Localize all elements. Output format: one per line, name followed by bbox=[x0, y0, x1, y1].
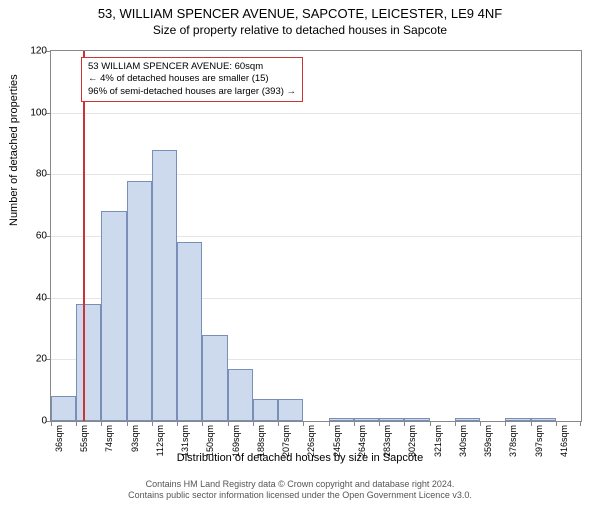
xtick-mark bbox=[51, 421, 52, 426]
histogram-bar bbox=[329, 418, 354, 421]
x-axis-label: Distribution of detached houses by size … bbox=[0, 452, 600, 464]
gridline bbox=[51, 174, 581, 175]
xtick-mark bbox=[253, 421, 254, 426]
xtick-label: 93sqm bbox=[130, 425, 140, 452]
histogram-bar bbox=[202, 335, 227, 421]
xtick-mark bbox=[101, 421, 102, 426]
xtick-mark bbox=[354, 421, 355, 426]
ytick-label: 0 bbox=[41, 416, 47, 427]
xtick-mark bbox=[228, 421, 229, 426]
ytick-label: 20 bbox=[36, 354, 47, 365]
ytick-label: 40 bbox=[36, 292, 47, 303]
histogram-bar bbox=[253, 399, 278, 421]
annotation-line: 53 WILLIAM SPENCER AVENUE: 60sqm bbox=[88, 61, 296, 73]
histogram-bar bbox=[278, 399, 303, 421]
xtick-mark bbox=[329, 421, 330, 426]
chart-container: 53, WILLIAM SPENCER AVENUE, SAPCOTE, LEI… bbox=[0, 6, 600, 506]
gridline bbox=[51, 113, 581, 114]
annotation-line: 96% of semi-detached houses are larger (… bbox=[88, 86, 296, 98]
histogram-bar bbox=[505, 418, 530, 421]
xtick-mark bbox=[278, 421, 279, 426]
xtick-mark bbox=[303, 421, 304, 426]
footer-line-2: Contains public sector information licen… bbox=[0, 490, 600, 502]
chart-title-sub: Size of property relative to detached ho… bbox=[0, 23, 600, 37]
xtick-mark bbox=[404, 421, 405, 426]
histogram-bar bbox=[51, 396, 76, 421]
histogram-bar bbox=[152, 150, 177, 421]
xtick-mark bbox=[455, 421, 456, 426]
annotation-box: 53 WILLIAM SPENCER AVENUE: 60sqm← 4% of … bbox=[81, 57, 303, 102]
histogram-bar bbox=[228, 369, 253, 421]
annotation-line: ← 4% of detached houses are smaller (15) bbox=[88, 73, 296, 85]
ytick-label: 60 bbox=[36, 231, 47, 242]
histogram-bar bbox=[379, 418, 404, 421]
ytick-label: 120 bbox=[30, 46, 47, 57]
xtick-label: 36sqm bbox=[54, 425, 64, 452]
xtick-mark bbox=[430, 421, 431, 426]
histogram-bar bbox=[101, 211, 126, 421]
ytick-label: 80 bbox=[36, 169, 47, 180]
xtick-mark bbox=[177, 421, 178, 426]
xtick-mark bbox=[76, 421, 77, 426]
reference-line bbox=[83, 51, 85, 421]
y-axis-label: Number of detached properties bbox=[8, 74, 20, 226]
ytick-label: 100 bbox=[30, 107, 47, 118]
xtick-mark bbox=[152, 421, 153, 426]
xtick-mark bbox=[556, 421, 557, 426]
histogram-bar bbox=[531, 418, 556, 421]
plot-area: 02040608010012036sqm55sqm74sqm93sqm112sq… bbox=[50, 50, 582, 422]
histogram-bar bbox=[354, 418, 379, 421]
footer-attribution: Contains HM Land Registry data © Crown c… bbox=[0, 479, 600, 502]
xtick-mark bbox=[202, 421, 203, 426]
histogram-bar bbox=[127, 181, 152, 422]
xtick-label: 74sqm bbox=[104, 425, 114, 452]
xtick-mark bbox=[505, 421, 506, 426]
histogram-bar bbox=[455, 418, 480, 421]
footer-line-1: Contains HM Land Registry data © Crown c… bbox=[0, 479, 600, 491]
histogram-bar bbox=[76, 304, 101, 421]
chart-title-main: 53, WILLIAM SPENCER AVENUE, SAPCOTE, LEI… bbox=[0, 6, 600, 21]
xtick-mark bbox=[531, 421, 532, 426]
xtick-mark bbox=[127, 421, 128, 426]
histogram-bar bbox=[177, 242, 202, 421]
xtick-mark bbox=[580, 421, 581, 426]
xtick-label: 55sqm bbox=[79, 425, 89, 452]
xtick-mark bbox=[379, 421, 380, 426]
xtick-mark bbox=[480, 421, 481, 426]
histogram-bar bbox=[404, 418, 429, 421]
